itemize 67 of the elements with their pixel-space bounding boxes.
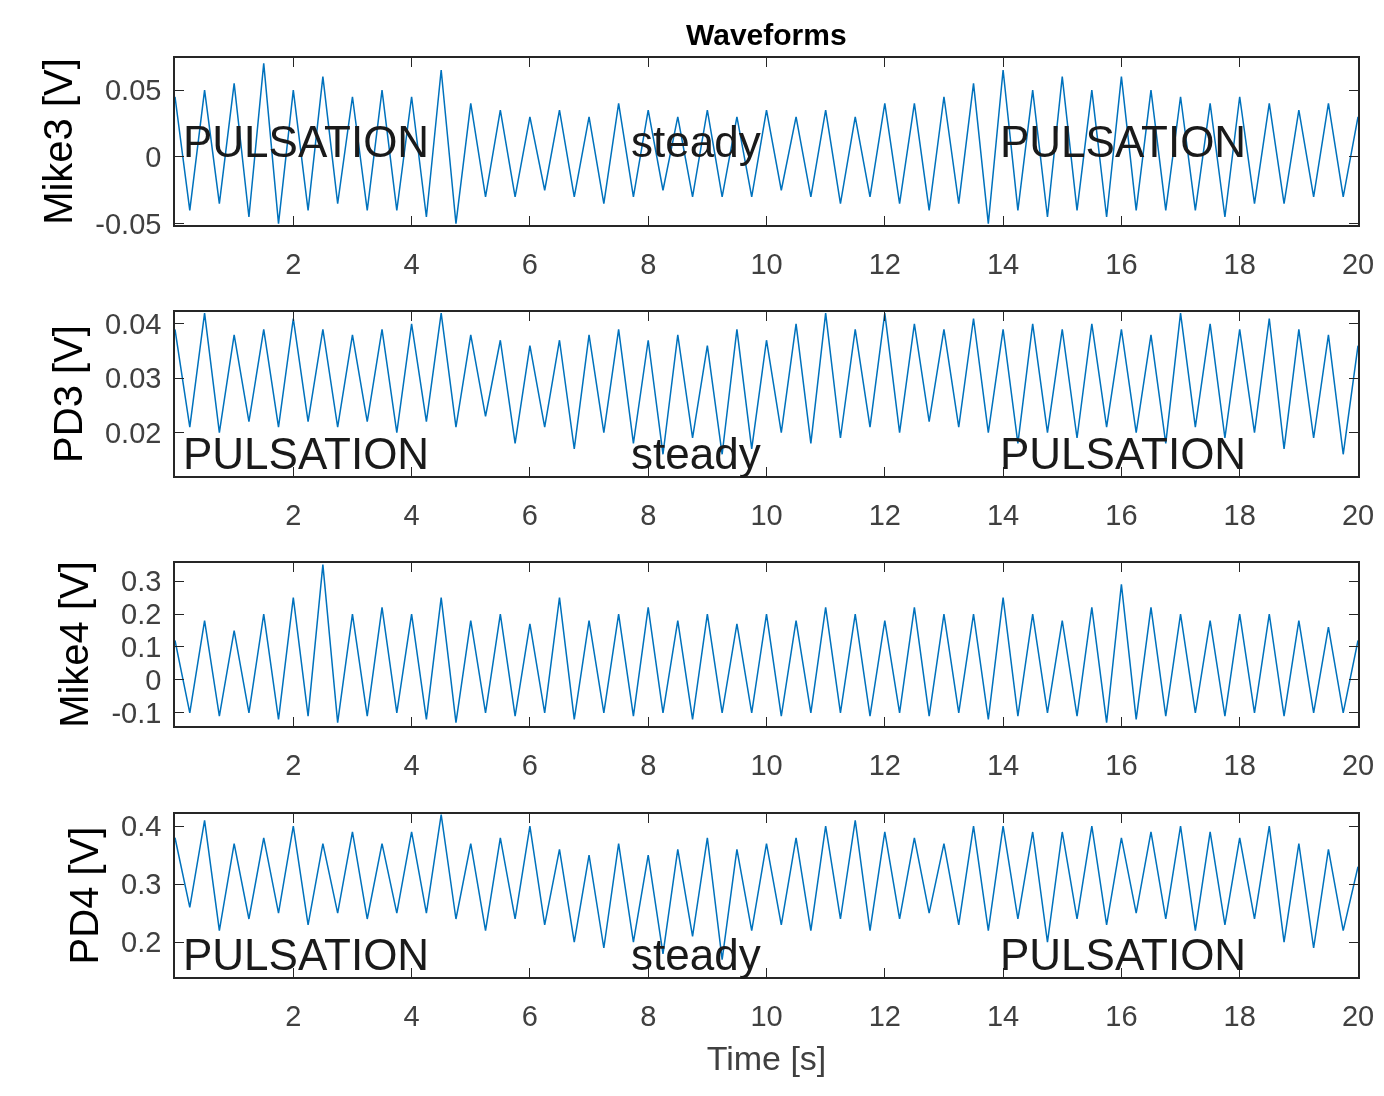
x-axis-title: Time [s] <box>706 1039 827 1078</box>
x-tick-label: 12 <box>868 498 901 531</box>
x-tick-label: 10 <box>750 498 783 531</box>
y-tick-label: -0.05 <box>95 207 162 240</box>
x-tick-label: 12 <box>868 999 901 1032</box>
x-tick-label: 18 <box>1223 748 1256 781</box>
line-series <box>175 563 1358 724</box>
x-tick-label: 16 <box>1105 498 1138 531</box>
x-tick-label: 12 <box>868 247 901 280</box>
annotation: PULSATION <box>183 930 430 979</box>
y-tick-label: 0.04 <box>105 308 162 341</box>
x-tick-label: 6 <box>521 498 538 531</box>
y-tick-label: 0.4 <box>121 810 162 843</box>
x-tick-label: 2 <box>285 999 302 1032</box>
x-tick-label: 8 <box>640 999 657 1032</box>
y-tick-label: 0 <box>145 141 162 174</box>
annotation: steady <box>631 429 761 478</box>
x-tick-label: 10 <box>750 247 783 280</box>
x-tick-label: 18 <box>1223 999 1256 1032</box>
x-tick-label: 2 <box>285 498 302 531</box>
x-tick-label: 2 <box>285 748 302 781</box>
y-tick-label: -0.1 <box>111 696 162 729</box>
x-tick-label: 4 <box>403 999 420 1032</box>
x-tick-label: 14 <box>986 999 1020 1032</box>
x-tick-label: 2 <box>285 247 302 280</box>
x-tick-label: 14 <box>986 748 1020 781</box>
x-tick-label: 14 <box>986 247 1020 280</box>
y-tick-label: 0 <box>145 664 162 697</box>
y-axis-title: Mike4 [V] <box>52 561 97 728</box>
y-tick-label: 0.2 <box>121 926 162 959</box>
x-tick-label: 16 <box>1105 999 1138 1032</box>
x-tick-label: 6 <box>521 748 538 781</box>
x-tick-label: 4 <box>403 748 420 781</box>
x-tick-label: 8 <box>640 247 657 280</box>
y-tick-label: 0.1 <box>121 631 162 664</box>
y-axis-title: PD3 [V] <box>46 325 90 463</box>
y-tick-label: 0.3 <box>121 868 162 901</box>
x-tick-label: 20 <box>1341 247 1375 280</box>
annotation: PULSATION <box>1000 930 1247 979</box>
x-tick-label: 8 <box>640 498 657 531</box>
x-tick-label: 10 <box>750 999 783 1032</box>
x-tick-label: 20 <box>1341 999 1375 1032</box>
x-tick-label: 12 <box>868 748 901 781</box>
x-tick-label: 18 <box>1223 498 1256 531</box>
y-tick-label: 0.03 <box>105 362 162 395</box>
y-tick-label: 0.2 <box>121 598 162 631</box>
x-tick-label: 16 <box>1105 247 1138 280</box>
y-axis-title: Mike3 [V] <box>36 58 81 225</box>
chart-title: Waveforms <box>686 18 847 51</box>
x-tick-label: 18 <box>1223 247 1256 280</box>
x-tick-label: 20 <box>1341 498 1375 531</box>
x-tick-label: 4 <box>403 247 420 280</box>
y-tick-label: 0.05 <box>105 74 162 107</box>
x-tick-label: 14 <box>986 498 1020 531</box>
x-tick-label: 6 <box>521 999 538 1032</box>
y-axis-title: PD4 [V] <box>62 826 107 965</box>
x-tick-label: 10 <box>750 748 783 781</box>
y-tick-label: 0.3 <box>121 565 162 598</box>
x-tick-label: 20 <box>1341 748 1375 781</box>
x-tick-label: 4 <box>403 498 420 531</box>
y-tick-label: 0.02 <box>105 416 162 449</box>
annotation: PULSATION <box>1000 429 1247 478</box>
annotation: steady <box>631 930 761 979</box>
x-tick-label: 8 <box>640 748 657 781</box>
annotation: PULSATION <box>183 429 430 478</box>
x-tick-label: 6 <box>521 247 538 280</box>
x-tick-label: 16 <box>1105 748 1138 781</box>
